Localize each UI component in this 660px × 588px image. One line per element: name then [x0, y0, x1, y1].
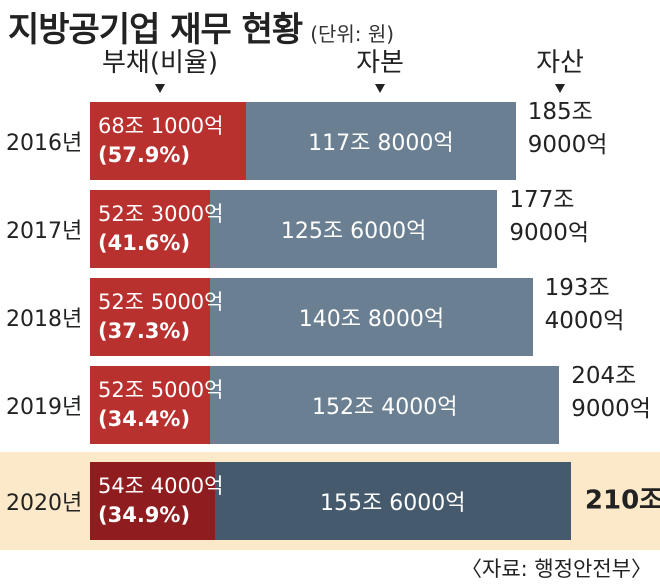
debt-ratio: (41.6%): [98, 231, 191, 255]
debt-bar: [90, 190, 210, 268]
debt-bar: [90, 102, 246, 180]
debt-amount: 54조 4000억: [98, 474, 224, 498]
header-debt-arrow-icon: [155, 84, 165, 93]
year-label: 2016년: [6, 131, 83, 156]
debt-value-label: 54조 4000억 (34.9%): [98, 472, 223, 530]
debt-ratio: (57.9%): [98, 143, 191, 167]
debt-ratio: (34.4%): [98, 407, 191, 431]
asset-value-line: 9000억: [527, 132, 608, 158]
year-label: 2019년: [6, 395, 83, 420]
chart-title-text: 지방공기업 재무 현황: [8, 10, 303, 50]
debt-value-label: 52조 5000억 (37.3%): [98, 288, 223, 346]
asset-value-line: 193조: [544, 275, 610, 301]
asset-value-label: 185조 9000억: [528, 96, 608, 162]
asset-value-label: 177조 9000억: [509, 184, 589, 250]
asset-value-line: 204조: [571, 363, 637, 389]
unit-note: (단위: 원): [310, 22, 395, 46]
debt-value-label: 52조 5000억 (34.4%): [98, 376, 223, 434]
asset-value-line: 185조: [527, 99, 593, 125]
debt-value-label: 52조 3000억 (41.6%): [98, 200, 223, 258]
debt-amount: 68조 1000억: [98, 114, 224, 138]
asset-value-line: 9000억: [571, 396, 651, 422]
debt-amount: 52조 5000억: [98, 378, 224, 402]
capital-bar: [210, 366, 560, 444]
capital-value-label: 117조 8000억: [308, 131, 454, 156]
debt-ratio: (34.9%): [98, 503, 191, 527]
capital-value-label: 155조 6000억: [320, 491, 466, 516]
header-capital-arrow-icon: [375, 84, 385, 93]
capital-bar: [209, 190, 498, 268]
header-capital: 자본: [356, 48, 404, 78]
header-debt: 부채(비율): [102, 48, 218, 78]
debt-value-label: 68조 1000억 (57.9%): [98, 112, 223, 170]
year-label: 2017년: [6, 219, 83, 244]
year-label: 2020년: [6, 491, 83, 516]
capital-value-label: 152조 4000억: [311, 395, 458, 420]
capital-value-label: 140조 8000억: [298, 307, 445, 332]
capital-bar: [210, 278, 533, 356]
asset-value-line: 9000억: [509, 220, 590, 246]
capital-bar: [245, 102, 516, 180]
year-label: 2018년: [6, 307, 83, 332]
debt-amount: 52조 5000억: [98, 290, 224, 314]
debt-bar: [90, 366, 211, 444]
asset-value-label: 210조: [585, 485, 660, 518]
header-assets: 자산: [536, 48, 584, 78]
asset-value-line: 177조: [509, 187, 575, 213]
asset-value-line: 210조: [584, 485, 660, 516]
source-note: 〈자료: 행정안전부〉: [461, 557, 652, 581]
chart-title: 지방공기업 재무 현황 (단위: 원): [8, 2, 394, 51]
capital-value-label: 125조 6000억: [280, 219, 427, 244]
asset-value-label: 204조 9000억: [571, 360, 651, 426]
header-assets-arrow-icon: [555, 84, 565, 93]
capital-bar: [214, 462, 571, 540]
debt-ratio: (37.3%): [98, 319, 191, 343]
debt-bar: [90, 278, 211, 356]
debt-amount: 52조 3000억: [98, 202, 224, 226]
asset-value-line: 4000억: [544, 308, 625, 334]
asset-value-label: 193조 4000억: [545, 272, 625, 338]
debt-bar: [90, 462, 215, 540]
